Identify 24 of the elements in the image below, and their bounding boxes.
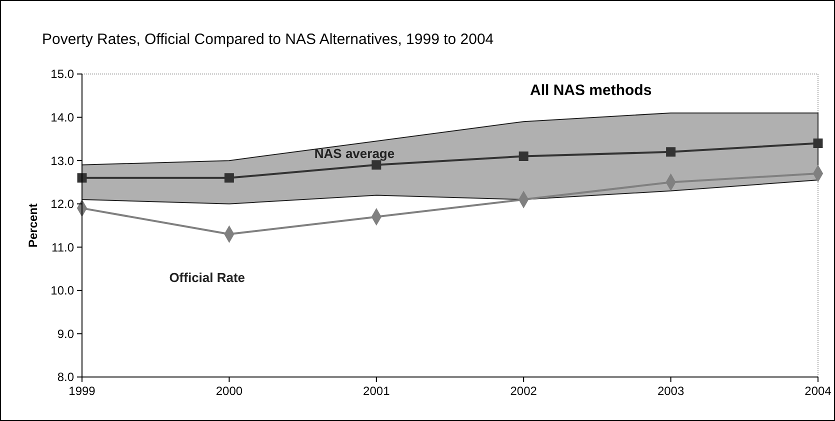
x-tick-label: 1999: [68, 384, 96, 398]
series-label: NAS average: [314, 146, 395, 161]
x-tick-label: 2003: [657, 384, 684, 398]
x-tick-label: 2002: [510, 384, 538, 398]
x-tick-label: 2001: [363, 384, 390, 398]
y-tick-label: 14.0: [50, 110, 74, 124]
y-tick-label: 15.0: [50, 67, 74, 82]
chart-title: Poverty Rates, Official Compared to NAS Alternatives, 1999 to 2004: [42, 31, 494, 48]
text: Official Rate: [169, 270, 246, 286]
point: [372, 160, 382, 170]
x-tick-label: 2000: [216, 384, 243, 398]
y-tick-label: 12.0: [50, 197, 74, 212]
y-tick-label: 8.0: [57, 370, 74, 384]
point: [224, 173, 234, 183]
y-axis-title: Percent: [26, 203, 40, 248]
y-tick-label: 13.0: [50, 154, 74, 168]
x-tick-label: 2004: [804, 384, 832, 398]
point: [666, 147, 676, 157]
y-tick-label: 10.0: [50, 284, 74, 298]
point: [813, 138, 823, 148]
y-tick-label: 9.0: [57, 326, 74, 341]
annotation: All NAS methods: [530, 82, 652, 99]
point: [518, 152, 528, 161]
y-tick-label: 11.0: [52, 240, 74, 254]
